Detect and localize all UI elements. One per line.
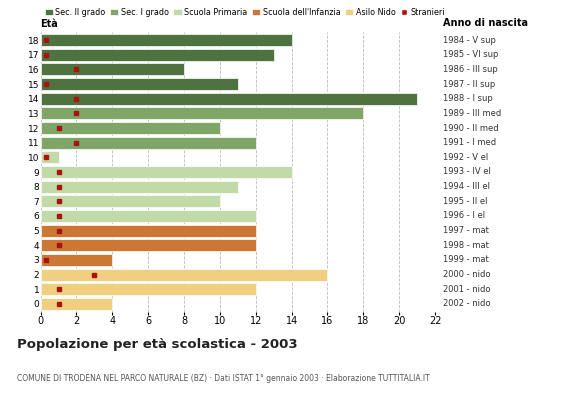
Text: 1992 - V el: 1992 - V el	[444, 153, 489, 162]
Bar	[41, 122, 220, 134]
Text: 1991 - I med: 1991 - I med	[444, 138, 496, 147]
Text: 1998 - mat: 1998 - mat	[444, 241, 490, 250]
Text: 1997 - mat: 1997 - mat	[444, 226, 490, 235]
Text: 2002 - nido: 2002 - nido	[444, 300, 491, 308]
Text: 1994 - III el: 1994 - III el	[444, 182, 491, 191]
Bar	[41, 195, 220, 207]
Bar	[41, 78, 238, 90]
Bar	[41, 239, 256, 251]
Bar	[41, 107, 363, 119]
Text: 1990 - II med: 1990 - II med	[444, 124, 499, 132]
Bar	[41, 283, 256, 295]
Text: 1984 - V sup: 1984 - V sup	[444, 36, 496, 44]
Legend: Sec. II grado, Sec. I grado, Scuola Primaria, Scuola dell'Infanzia, Asilo Nido, : Sec. II grado, Sec. I grado, Scuola Prim…	[45, 8, 445, 17]
Text: Età: Età	[41, 19, 59, 29]
Bar	[41, 298, 113, 310]
Text: COMUNE DI TRODENA NEL PARCO NATURALE (BZ) · Dati ISTAT 1° gennaio 2003 · Elabora: COMUNE DI TRODENA NEL PARCO NATURALE (BZ…	[17, 374, 430, 383]
Bar	[41, 137, 256, 149]
Text: Anno di nascita: Anno di nascita	[444, 18, 528, 28]
Text: 1999 - mat: 1999 - mat	[444, 256, 489, 264]
Bar	[41, 93, 417, 105]
Text: 1987 - II sup: 1987 - II sup	[444, 80, 496, 88]
Bar	[41, 269, 328, 281]
Bar	[41, 254, 113, 266]
Bar	[41, 34, 292, 46]
Text: 2000 - nido: 2000 - nido	[444, 270, 491, 279]
Text: 1986 - III sup: 1986 - III sup	[444, 65, 498, 74]
Text: 1996 - I el: 1996 - I el	[444, 212, 485, 220]
Text: 1993 - IV el: 1993 - IV el	[444, 168, 491, 176]
Bar	[41, 151, 59, 163]
Bar	[41, 166, 292, 178]
Text: 1995 - II el: 1995 - II el	[444, 197, 488, 206]
Bar	[41, 210, 256, 222]
Bar	[41, 49, 274, 61]
Bar	[41, 225, 256, 237]
Bar	[41, 63, 184, 75]
Text: 1989 - III med: 1989 - III med	[444, 109, 502, 118]
Bar	[41, 181, 238, 193]
Text: 1985 - VI sup: 1985 - VI sup	[444, 50, 499, 59]
Text: 2001 - nido: 2001 - nido	[444, 285, 491, 294]
Text: Popolazione per età scolastica - 2003: Popolazione per età scolastica - 2003	[17, 338, 298, 351]
Text: 1988 - I sup: 1988 - I sup	[444, 94, 493, 103]
